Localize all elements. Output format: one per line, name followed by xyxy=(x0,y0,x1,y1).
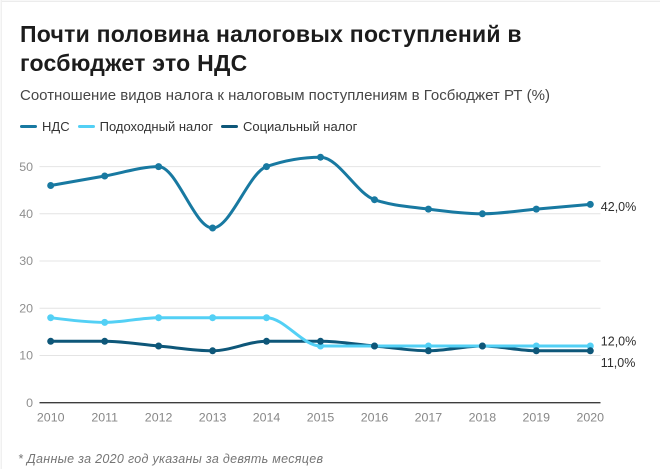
svg-text:12,0%: 12,0% xyxy=(601,334,636,348)
svg-text:2011: 2011 xyxy=(91,411,118,425)
svg-text:30: 30 xyxy=(19,254,33,268)
svg-text:2013: 2013 xyxy=(199,411,227,425)
svg-text:2016: 2016 xyxy=(361,411,389,425)
svg-text:2020: 2020 xyxy=(577,411,605,425)
svg-text:20: 20 xyxy=(19,302,33,316)
svg-text:2012: 2012 xyxy=(145,411,173,425)
svg-text:11,0%: 11,0% xyxy=(601,356,636,370)
svg-text:10: 10 xyxy=(19,349,33,363)
svg-text:2018: 2018 xyxy=(469,411,497,425)
svg-text:42,0%: 42,0% xyxy=(601,200,636,214)
svg-text:40: 40 xyxy=(19,207,33,221)
svg-text:2019: 2019 xyxy=(523,411,551,425)
svg-text:2015: 2015 xyxy=(307,411,335,425)
svg-text:0: 0 xyxy=(26,396,33,410)
svg-text:2017: 2017 xyxy=(415,411,443,425)
svg-text:50: 50 xyxy=(19,160,33,174)
svg-text:2010: 2010 xyxy=(37,411,65,425)
svg-text:2014: 2014 xyxy=(253,411,281,425)
